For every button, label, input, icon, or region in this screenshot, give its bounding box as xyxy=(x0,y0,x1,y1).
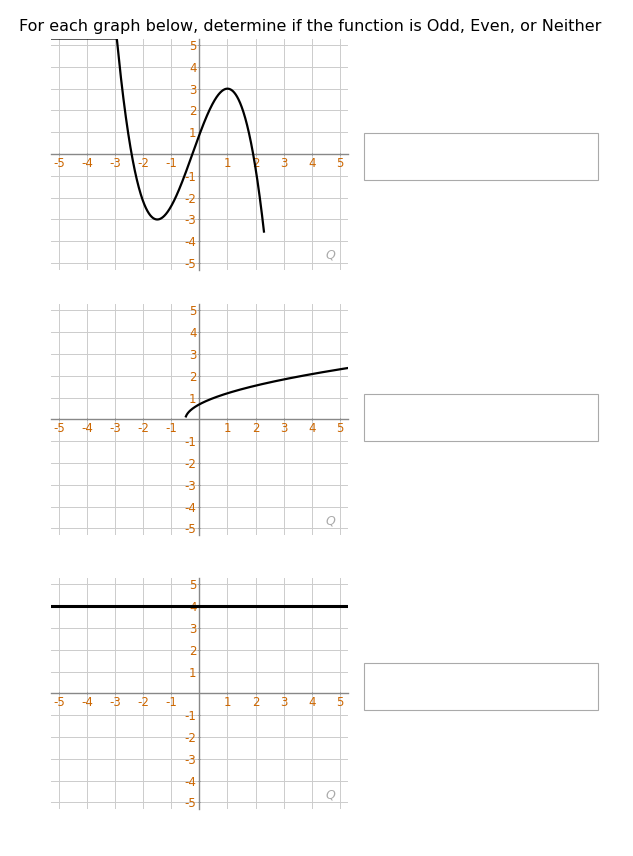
Text: Select an answer✓: Select an answer✓ xyxy=(377,410,507,425)
Text: Q: Q xyxy=(326,788,335,801)
Text: For each graph below, determine if the function is Odd, Even, or Neither: For each graph below, determine if the f… xyxy=(19,19,601,34)
Text: Select an answer✓: Select an answer✓ xyxy=(377,680,507,694)
Text: Select an answer✓: Select an answer✓ xyxy=(377,149,507,163)
Text: Q: Q xyxy=(326,514,335,527)
Text: Q: Q xyxy=(326,249,335,262)
